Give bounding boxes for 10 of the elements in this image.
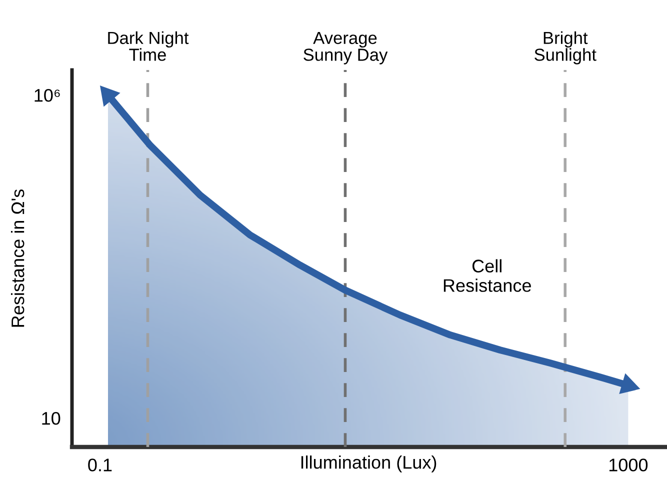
ref-line-label: Bright Sunlight [534,31,596,64]
annotation: Cell Resistance [444,259,531,292]
x-tick-label: 0.1 [88,458,112,472]
y-tick-label: 10 [42,412,60,425]
x-tick-label: 1000 [609,458,648,472]
y-axis-title: Resistance in Ω's [10,189,24,327]
ref-line-label: Average Sunny Day [304,32,388,64]
ref-line-label: Dark Night Time [108,31,189,61]
x-axis-title: Illumination (Lux) [301,456,436,472]
y-tick-label: 10⁶ [34,88,60,102]
